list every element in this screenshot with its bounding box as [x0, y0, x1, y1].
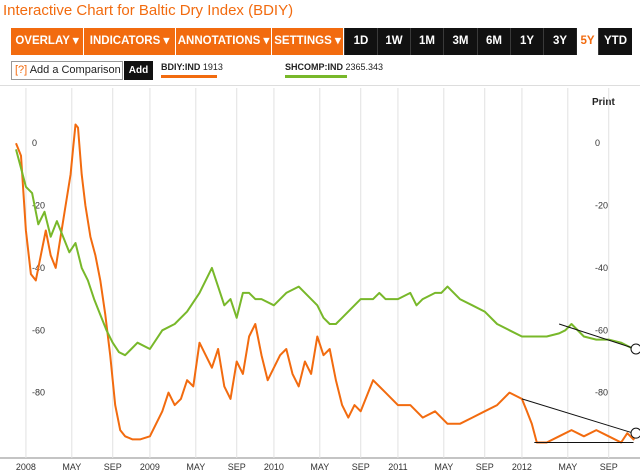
period-1m-button[interactable]: 1M	[410, 28, 443, 55]
y-tick-label-left: -20	[32, 201, 45, 211]
x-tick-label: MAY	[434, 462, 453, 472]
annotations-menu-button[interactable]: ANNOTATIONS ▾	[176, 28, 272, 55]
x-tick-label: SEP	[228, 462, 246, 472]
x-tick-label: MAY	[186, 462, 205, 472]
y-tick-label-right: -80	[595, 388, 608, 398]
period-1w-button[interactable]: 1W	[377, 28, 410, 55]
period-ytd-button[interactable]: YTD	[598, 28, 632, 55]
x-tick-label: 2008	[16, 462, 36, 472]
y-tick-label-left: 0	[32, 138, 37, 148]
period-5y-button[interactable]: 5Y	[576, 28, 598, 55]
legend-swatch	[285, 75, 347, 78]
y-tick-label-right: 0	[595, 138, 600, 148]
overlay-menu-button[interactable]: OVERLAY ▾	[11, 28, 84, 55]
help-icon[interactable]: [?]	[15, 64, 28, 76]
legend-value: 1913	[202, 62, 223, 72]
x-tick-label: MAY	[310, 462, 329, 472]
trendline-annotation	[521, 398, 634, 434]
period-1y-button[interactable]: 1Y	[510, 28, 543, 55]
chart-toolbar: OVERLAY ▾ INDICATORS ▾ ANNOTATIONS ▾ SET…	[11, 28, 632, 55]
y-tick-label-right: -60	[595, 325, 608, 335]
series-end-marker	[630, 343, 640, 355]
y-tick-label-right: -40	[595, 263, 608, 273]
x-tick-label: 2010	[264, 462, 284, 472]
legend-ticker: SHCOMP:IND	[285, 62, 343, 72]
period-6m-button[interactable]: 6M	[477, 28, 510, 55]
y-tick-label-left: -80	[32, 388, 45, 398]
series-end-marker	[630, 427, 640, 439]
y-tick-label-left: -60	[32, 325, 45, 335]
add-comparison-button[interactable]: Add	[124, 61, 153, 80]
print-button[interactable]: Print	[592, 97, 615, 108]
y-tick-label-right: -20	[595, 201, 608, 211]
trendline-annotation	[558, 323, 637, 350]
period-3y-button[interactable]: 3Y	[543, 28, 576, 55]
indicators-menu-button[interactable]: INDICATORS ▾	[84, 28, 176, 55]
comparison-placeholder: Add a Comparison	[29, 64, 121, 76]
x-tick-label: MAY	[62, 462, 81, 472]
period-1d-button[interactable]: 1D	[344, 28, 377, 55]
x-tick-label: SEP	[352, 462, 370, 472]
series-line-bdiyind	[15, 123, 637, 444]
chart-title: Interactive Chart for Baltic Dry Index (…	[3, 2, 294, 19]
legend-item-bdiy: BDIY:IND 1913	[161, 62, 223, 78]
x-tick-label: 2011	[388, 462, 407, 472]
legend-ticker: BDIY:IND	[161, 62, 201, 72]
divider	[0, 85, 640, 86]
x-tick-label: SEP	[104, 462, 122, 472]
x-tick-label: 2009	[140, 462, 160, 472]
x-tick-label: MAY	[558, 462, 577, 472]
x-tick-label: SEP	[600, 462, 618, 472]
x-tick-label: SEP	[476, 462, 494, 472]
settings-menu-button[interactable]: SETTINGS ▾	[272, 28, 344, 55]
legend-swatch	[161, 75, 217, 78]
period-3m-button[interactable]: 3M	[443, 28, 477, 55]
legend-value: 2365.343	[345, 62, 384, 72]
series-line-shcompind	[15, 149, 636, 357]
x-tick-label: 2012	[512, 462, 532, 472]
legend-item-shcomp: SHCOMP:IND 2365.343	[285, 62, 384, 78]
comparison-input[interactable]: [?] Add a Comparison	[11, 61, 123, 80]
